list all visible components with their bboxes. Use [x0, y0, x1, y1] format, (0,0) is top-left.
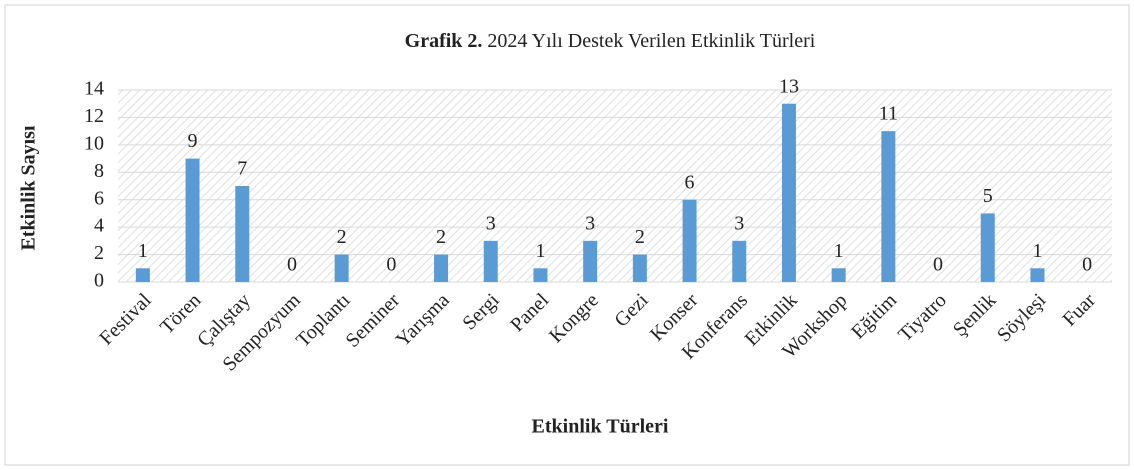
- title-prefix: Grafik 2.: [405, 30, 483, 52]
- y-tick-label: 10: [84, 132, 104, 154]
- data-label: 0: [386, 254, 396, 276]
- bar: [980, 213, 995, 282]
- data-label: 2: [337, 226, 347, 248]
- bar: [831, 268, 846, 282]
- data-label: 11: [879, 103, 898, 125]
- data-label: 3: [734, 212, 744, 234]
- bar: [185, 158, 200, 282]
- data-label: 0: [1082, 254, 1092, 276]
- y-tick-label: 6: [94, 187, 104, 209]
- bar: [533, 268, 548, 282]
- data-label: 0: [287, 254, 297, 276]
- data-label: 2: [635, 226, 645, 248]
- data-label: 1: [535, 240, 545, 262]
- y-tick-label: 2: [94, 242, 104, 264]
- x-axis-title: Etkinlik Türleri: [532, 416, 669, 438]
- bar: [135, 268, 150, 282]
- bar: [334, 254, 349, 282]
- data-label: 7: [237, 158, 247, 180]
- data-label: 1: [138, 240, 148, 262]
- plot-area: [118, 90, 1112, 282]
- data-label: 1: [834, 240, 844, 262]
- y-tick-label: 4: [94, 215, 104, 237]
- bar: [434, 254, 449, 282]
- y-tick-label: 14: [84, 78, 104, 100]
- bar: [583, 240, 598, 282]
- y-tick-label: 8: [94, 160, 104, 182]
- y-axis-title: Etkinlik Sayısı: [18, 125, 40, 251]
- y-tick-label: 12: [84, 105, 104, 127]
- data-label: 3: [585, 212, 595, 234]
- bar: [235, 186, 250, 282]
- chart-title: Grafik 2. 2024 Yılı Destek Verilen Etkin…: [405, 30, 816, 52]
- data-label: 5: [983, 185, 993, 207]
- data-label: 6: [685, 171, 695, 193]
- bar: [483, 240, 498, 282]
- bar: [682, 199, 697, 282]
- title-text: 2024 Yılı Destek Verilen Etkinlik Türler…: [487, 30, 815, 52]
- data-label: 9: [188, 130, 198, 152]
- bar: [881, 131, 896, 282]
- data-label: 1: [1032, 240, 1042, 262]
- data-label: 3: [486, 212, 496, 234]
- data-label: 2: [436, 226, 446, 248]
- bar: [632, 254, 647, 282]
- data-label: 13: [779, 75, 799, 97]
- data-label: 0: [933, 254, 943, 276]
- bar: [781, 103, 796, 282]
- y-tick-label: 0: [94, 270, 104, 292]
- bar: [1030, 268, 1045, 282]
- bar: [732, 240, 747, 282]
